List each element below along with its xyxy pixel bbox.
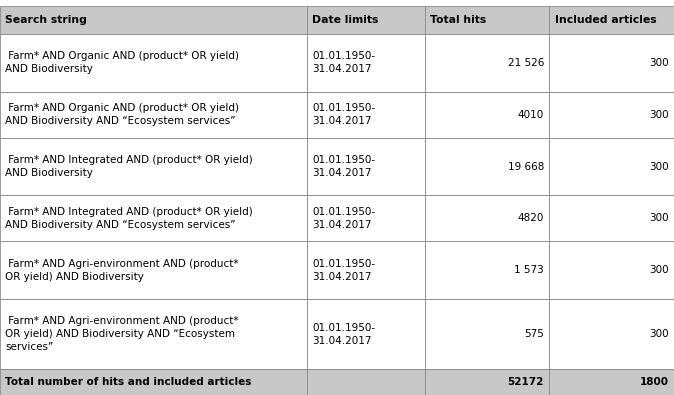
Bar	[549, 299, 674, 369]
Text: 19 668: 19 668	[508, 162, 544, 171]
Text: 575: 575	[524, 329, 544, 339]
Text: Included articles: Included articles	[555, 15, 656, 25]
Text: 4010: 4010	[518, 110, 544, 120]
Text: Farm* AND Integrated AND (product* OR yield)
AND Biodiversity: Farm* AND Integrated AND (product* OR yi…	[5, 155, 253, 178]
Bar	[549, 241, 674, 299]
Bar	[307, 92, 425, 138]
Text: 300: 300	[649, 110, 669, 120]
Text: 1800: 1800	[640, 377, 669, 387]
Bar	[0, 299, 307, 369]
Text: 52172: 52172	[508, 377, 544, 387]
Bar	[0, 34, 307, 92]
Bar	[307, 6, 425, 34]
Text: 01.01.1950-
31.04.2017: 01.01.1950- 31.04.2017	[312, 155, 375, 178]
Text: Search string: Search string	[5, 15, 87, 25]
Text: 1 573: 1 573	[514, 265, 544, 275]
Text: 01.01.1950-
31.04.2017: 01.01.1950- 31.04.2017	[312, 323, 375, 346]
Text: Farm* AND Agri-environment AND (product*
OR yield) AND Biodiversity: Farm* AND Agri-environment AND (product*…	[5, 259, 239, 282]
Bar	[549, 196, 674, 241]
Text: Total number of hits and included articles: Total number of hits and included articl…	[5, 377, 252, 387]
Text: 300: 300	[649, 162, 669, 171]
Bar	[307, 299, 425, 369]
Text: 300: 300	[649, 58, 669, 68]
Bar	[425, 34, 549, 92]
Bar	[0, 138, 307, 196]
Bar	[307, 138, 425, 196]
Text: 01.01.1950-
31.04.2017: 01.01.1950- 31.04.2017	[312, 51, 375, 74]
Bar	[425, 196, 549, 241]
Bar	[425, 299, 549, 369]
Text: 21 526: 21 526	[508, 58, 544, 68]
Bar	[549, 369, 674, 395]
Bar	[0, 6, 307, 34]
Text: 01.01.1950-
31.04.2017: 01.01.1950- 31.04.2017	[312, 259, 375, 282]
Bar	[0, 196, 307, 241]
Text: 300: 300	[649, 265, 669, 275]
Text: Farm* AND Agri-environment AND (product*
OR yield) AND Biodiversity AND “Ecosyst: Farm* AND Agri-environment AND (product*…	[5, 316, 239, 352]
Bar	[425, 138, 549, 196]
Text: 01.01.1950-
31.04.2017: 01.01.1950- 31.04.2017	[312, 207, 375, 230]
Bar	[0, 241, 307, 299]
Bar	[307, 241, 425, 299]
Bar	[0, 369, 307, 395]
Text: 300: 300	[649, 329, 669, 339]
Text: 4820: 4820	[518, 213, 544, 224]
Text: Farm* AND Integrated AND (product* OR yield)
AND Biodiversity AND “Ecosystem ser: Farm* AND Integrated AND (product* OR yi…	[5, 207, 253, 230]
Bar	[307, 34, 425, 92]
Bar	[549, 92, 674, 138]
Bar	[307, 196, 425, 241]
Bar	[549, 34, 674, 92]
Bar	[425, 6, 549, 34]
Bar	[425, 241, 549, 299]
Bar	[307, 369, 425, 395]
Text: Date limits: Date limits	[312, 15, 378, 25]
Text: Farm* AND Organic AND (product* OR yield)
AND Biodiversity: Farm* AND Organic AND (product* OR yield…	[5, 51, 239, 74]
Text: 01.01.1950-
31.04.2017: 01.01.1950- 31.04.2017	[312, 103, 375, 126]
Text: 300: 300	[649, 213, 669, 224]
Bar	[425, 92, 549, 138]
Text: Total hits: Total hits	[430, 15, 486, 25]
Bar	[0, 92, 307, 138]
Bar	[549, 138, 674, 196]
Bar	[549, 6, 674, 34]
Text: Farm* AND Organic AND (product* OR yield)
AND Biodiversity AND “Ecosystem servic: Farm* AND Organic AND (product* OR yield…	[5, 103, 239, 126]
Bar	[425, 369, 549, 395]
